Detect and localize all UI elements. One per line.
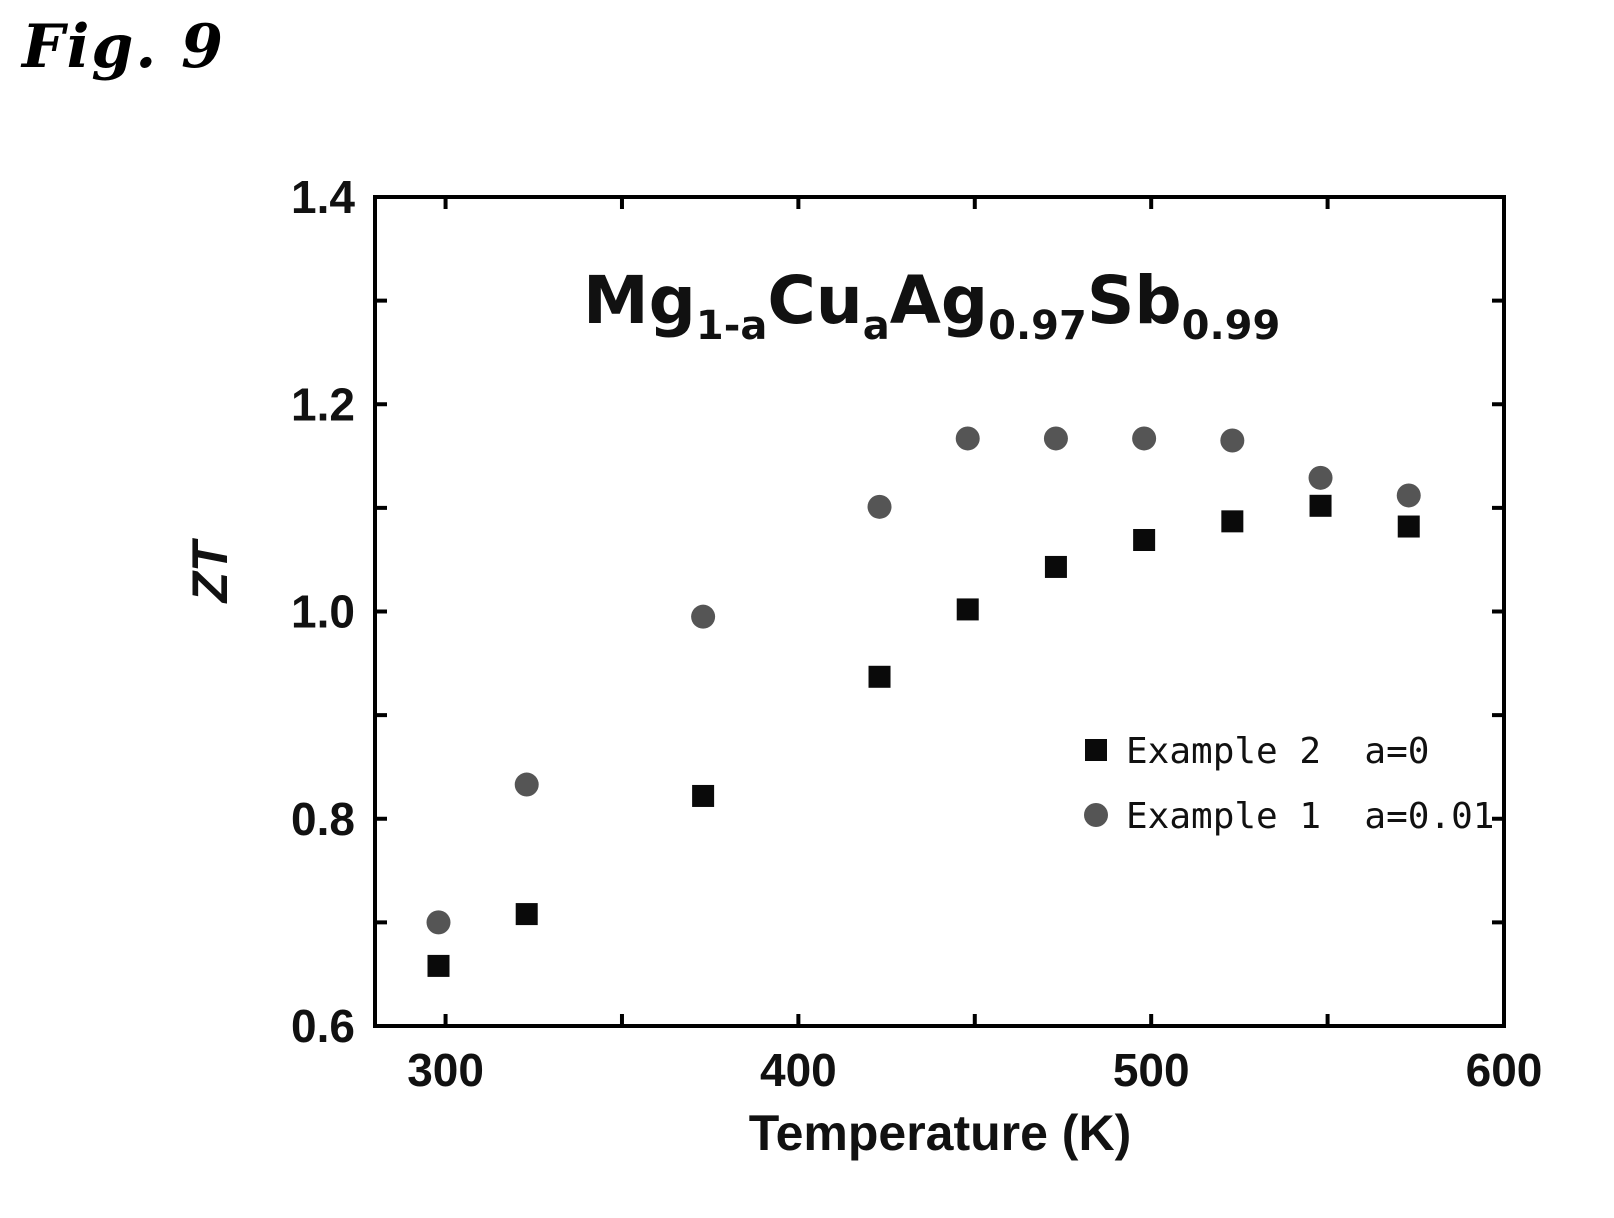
title-subscript: a: [863, 303, 890, 349]
y-axis-title: ZT: [182, 537, 238, 605]
point-square: [1133, 528, 1156, 551]
title-segment: Ag: [890, 262, 988, 339]
point-circle: [1308, 465, 1333, 490]
point-square: [1221, 510, 1244, 533]
title-segment: Mg: [583, 262, 696, 339]
legend-marker: [1085, 739, 1107, 761]
point-square: [956, 598, 979, 621]
point-square: [427, 954, 450, 977]
title-subscript: 1-a: [696, 303, 767, 349]
point-square: [1397, 515, 1420, 538]
legend-label: Example 1 a=0.01: [1126, 796, 1494, 837]
point-square: [1044, 555, 1067, 578]
legend-label: Example 2 a=0: [1126, 731, 1429, 772]
legend-marker: [1084, 803, 1108, 827]
point-square: [692, 784, 715, 807]
point-circle: [426, 910, 451, 935]
axis-tick-labels: 300 400 500 600 0.6 0.8 1.0 1.2 1.4: [291, 171, 1542, 1096]
title-subscript: 0.97: [988, 303, 1087, 349]
axis-ticks: [375, 195, 1506, 1028]
y-tick-label: 1.0: [291, 586, 355, 638]
x-tick-label: 300: [407, 1044, 484, 1096]
legend: Example 2 a=0 Example 1 a=0.01: [1084, 731, 1494, 837]
y-tick-label: 0.6: [291, 1000, 355, 1052]
point-square: [515, 903, 538, 926]
data-marks: [426, 426, 1421, 977]
y-tick-label: 1.4: [291, 171, 355, 223]
point-circle: [867, 494, 892, 519]
figure-label: Fig. 9: [22, 12, 225, 82]
point-square: [868, 665, 891, 688]
point-circle: [1043, 426, 1068, 451]
x-tick-label: 400: [760, 1044, 837, 1096]
y-tick-label: 0.8: [291, 793, 355, 845]
title-subscript: 0.99: [1182, 303, 1281, 349]
title-segment: Cu: [767, 262, 862, 339]
x-axis-title: Temperature (K): [749, 1105, 1131, 1161]
point-circle: [514, 772, 539, 797]
title-segment: Sb: [1087, 262, 1182, 339]
point-circle: [1220, 428, 1245, 453]
point-square: [1309, 494, 1332, 517]
point-circle: [1396, 483, 1421, 508]
point-circle: [691, 604, 716, 629]
x-tick-label: 500: [1113, 1044, 1190, 1096]
point-circle: [1132, 426, 1157, 451]
y-tick-label: 1.2: [291, 378, 355, 430]
point-circle: [955, 426, 980, 451]
chart-title: Mg1-aCuaAg0.97Sb0.99: [583, 262, 1280, 349]
x-tick-label: 600: [1466, 1044, 1543, 1096]
